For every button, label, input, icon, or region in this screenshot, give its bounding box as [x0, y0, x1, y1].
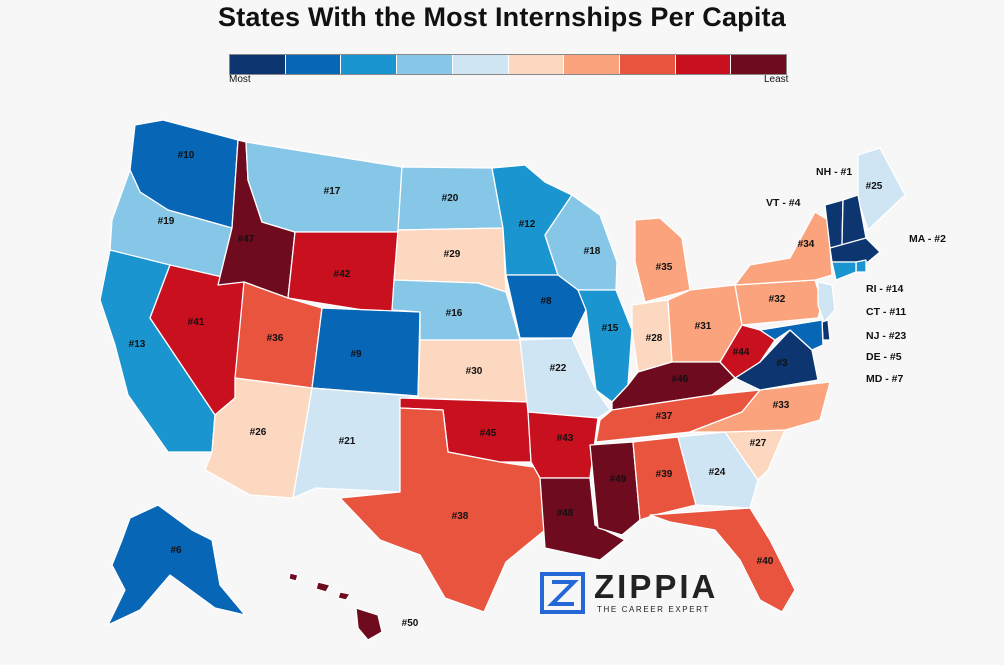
rank-label: #41 — [188, 317, 205, 328]
rank-label: #47 — [238, 234, 255, 245]
state-mississippi[interactable] — [589, 441, 641, 536]
callout-label: CT - #11 — [866, 306, 906, 318]
rank-label: #34 — [798, 239, 815, 250]
rank-label: #10 — [178, 150, 195, 161]
state-maine[interactable] — [857, 147, 906, 231]
rank-label: #20 — [442, 193, 459, 204]
callout-label: RI - #14 — [866, 283, 904, 295]
state-michigan[interactable] — [634, 217, 691, 303]
rank-label: #27 — [750, 438, 767, 449]
rank-label: #16 — [446, 308, 463, 319]
rank-label: #6 — [170, 545, 182, 556]
state-rhode-island[interactable] — [855, 259, 867, 273]
page-title: States With the Most Internships Per Cap… — [218, 2, 786, 32]
state-alaska[interactable] — [107, 504, 246, 626]
rank-label: #40 — [757, 556, 774, 567]
state-wisconsin[interactable] — [544, 194, 618, 291]
rank-label: #33 — [773, 400, 790, 411]
rank-label: #48 — [557, 508, 574, 519]
legend-min-label: Most — [229, 74, 251, 85]
state-alabama[interactable] — [632, 436, 697, 521]
color-legend — [229, 54, 787, 75]
state-massachusetts[interactable] — [829, 237, 881, 263]
rank-label: #24 — [709, 467, 726, 478]
state-arkansas[interactable] — [527, 411, 599, 479]
legend-swatch-4 — [397, 55, 453, 74]
legend-max-label: Least — [764, 74, 789, 85]
rank-label: #30 — [466, 366, 483, 377]
rank-label: #38 — [452, 511, 469, 522]
callout-label: MA - #2 — [909, 233, 946, 245]
state-maryland[interactable] — [759, 319, 824, 351]
legend-swatch-10 — [731, 55, 787, 74]
rank-label: #42 — [334, 269, 351, 280]
rank-label: #32 — [769, 294, 786, 305]
rank-label: #19 — [158, 216, 175, 227]
state-new-york[interactable] — [734, 211, 833, 286]
callout-label: DE - #5 — [866, 351, 902, 363]
rank-label: #29 — [444, 249, 461, 260]
callout-label: NH - #1 — [816, 166, 852, 178]
state-connecticut[interactable] — [831, 261, 857, 281]
callout-label: MD - #7 — [866, 373, 904, 385]
rank-label: #46 — [672, 374, 689, 385]
rank-label: #28 — [646, 333, 663, 344]
rank-label: #50 — [402, 618, 419, 629]
legend-swatch-9 — [675, 55, 732, 74]
rank-label: #12 — [519, 219, 536, 230]
zippia-logo: ZIPPIA THE CAREER EXPERT — [540, 568, 718, 614]
rank-label: #45 — [480, 428, 497, 439]
callout-label: NJ - #23 — [866, 330, 906, 342]
legend-swatch-7 — [564, 55, 620, 74]
rank-label: #13 — [129, 339, 146, 350]
rank-label: #9 — [350, 349, 362, 360]
rank-label: #22 — [550, 363, 567, 374]
state-colorado[interactable] — [311, 307, 421, 397]
rank-labels: #10 #19 #13 #41 #47 #17 #42 #36 #26 #9 #21 #20 #29 #1… — [129, 150, 883, 629]
state-new-mexico[interactable] — [292, 387, 411, 499]
state-new-jersey[interactable] — [817, 281, 836, 323]
state-texas[interactable] — [339, 407, 546, 613]
legend-swatch-5 — [452, 55, 509, 74]
rank-label: #8 — [540, 296, 552, 307]
logo-tagline: THE CAREER EXPERT — [597, 605, 710, 614]
rank-label: #26 — [250, 427, 267, 438]
rank-label: #43 — [557, 433, 574, 444]
state-north-carolina[interactable] — [689, 381, 831, 433]
rank-label: #18 — [584, 246, 601, 257]
rank-label: #35 — [656, 262, 673, 273]
callout-label: VT - #4 — [766, 197, 801, 209]
rank-label: #39 — [656, 469, 673, 480]
rank-label: #36 — [267, 333, 284, 344]
legend-swatch-1 — [230, 55, 286, 74]
rank-label: #49 — [610, 474, 627, 485]
state-louisiana[interactable] — [539, 477, 626, 561]
small-state-callouts: NH - #1 VT - #4 MA - #2 RI - #14 CT - #11 NJ … — [766, 166, 946, 385]
rank-label: #31 — [695, 321, 712, 332]
state-hawaii[interactable] — [288, 572, 383, 641]
legend-swatch-2 — [285, 55, 342, 74]
legend-swatch-3 — [341, 55, 398, 74]
rank-label: #25 — [866, 181, 883, 192]
rank-label: #17 — [324, 186, 341, 197]
legend-swatch-6 — [508, 55, 565, 74]
logo-wordmark: ZIPPIA — [594, 568, 718, 605]
rank-label: #15 — [602, 323, 619, 334]
legend-swatch-8 — [619, 55, 676, 74]
rank-label: #21 — [339, 436, 356, 447]
state-florida[interactable] — [649, 507, 796, 613]
rank-label: #3 — [776, 358, 788, 369]
rank-label: #37 — [656, 411, 673, 422]
rank-label: #44 — [733, 347, 750, 358]
